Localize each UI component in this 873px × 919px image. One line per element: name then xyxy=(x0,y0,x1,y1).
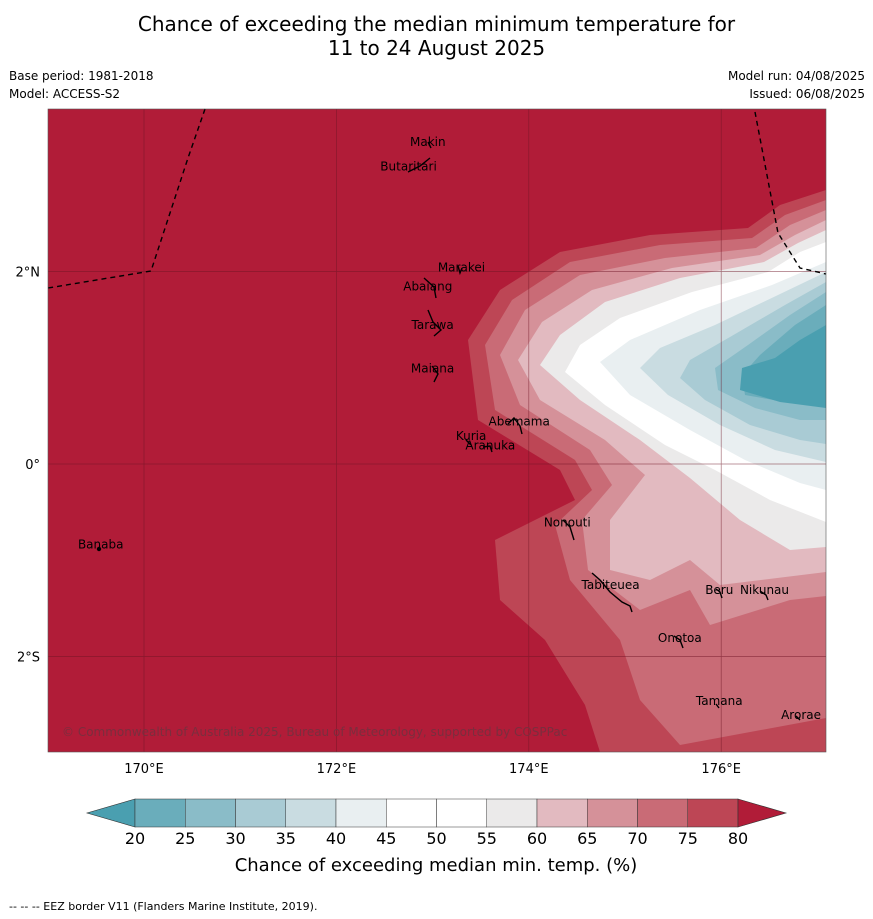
island-abaiang xyxy=(423,277,437,299)
island-label-butaritari: Butaritari xyxy=(380,159,437,173)
colorbar-under-arrow xyxy=(85,798,136,828)
island-label-abemama: Abemama xyxy=(489,414,550,428)
colorbar-label: Chance of exceeding median min. temp. (%… xyxy=(235,855,638,876)
issued-date: Issued: 06/08/2025 xyxy=(749,87,865,101)
island-tamana xyxy=(715,703,720,709)
island-label-maiana: Maiana xyxy=(411,362,454,376)
island-label-tamana: Tamana xyxy=(695,694,743,708)
island-label-tabiteuea: Tabiteuea xyxy=(581,578,640,592)
island-arorae xyxy=(795,715,801,721)
model-run: Model run: 04/08/2025 xyxy=(727,69,865,83)
colorbar-segment xyxy=(185,798,236,828)
island-label-banaba: Banaba xyxy=(78,538,124,552)
colorbar-segment xyxy=(134,798,186,828)
colorbar-tick-label: 50 xyxy=(426,829,446,848)
colorbar-tick-label: 20 xyxy=(125,829,145,848)
colorbar-tick-label: 75 xyxy=(678,829,698,848)
island-marakei xyxy=(457,265,463,276)
title-line-1: Chance of exceeding the median minimum t… xyxy=(137,12,736,36)
island-nonouti xyxy=(562,519,575,541)
lat-tick-label: 0° xyxy=(25,458,40,473)
colorbar-segment xyxy=(386,798,437,828)
lat-tick-label: 2°S xyxy=(17,651,40,666)
title-line-2: 11 to 24 August 2025 xyxy=(327,36,546,60)
lon-tick-label: 174°E xyxy=(509,762,549,777)
eez-border-northwest xyxy=(47,108,206,289)
island-maiana xyxy=(431,365,439,383)
island-nikunau xyxy=(759,590,769,601)
island-tabiteuea xyxy=(591,572,633,613)
island-onotoa xyxy=(673,635,684,649)
axis-labels: 170°E 172°E 174°E 176°E 2°N 0° 2°S xyxy=(16,265,741,777)
contour-band-under-20 xyxy=(740,325,826,408)
colorbar-segment xyxy=(335,798,387,828)
island-label-makin: Makin xyxy=(410,135,446,149)
colorbar-segment xyxy=(587,798,638,828)
colorbar-segment xyxy=(436,798,487,828)
island-label-marakei: Marakei xyxy=(438,260,485,274)
lon-tick-label: 172°E xyxy=(317,762,357,777)
eez-credit: -- -- -- EEZ border V11 (Flanders Marine… xyxy=(9,900,318,913)
colorbar-tick-label: 60 xyxy=(527,829,547,848)
colorbar-tick-label: 30 xyxy=(225,829,245,848)
island-label-tarawa: Tarawa xyxy=(411,318,454,332)
colorbar-tick-label: 35 xyxy=(276,829,296,848)
colorbar: 20 25 30 35 40 45 50 55 60 65 70 75 80 xyxy=(85,798,788,848)
probability-field xyxy=(48,109,826,752)
colorbar-tick-label: 40 xyxy=(326,829,346,848)
colorbar-over-arrow xyxy=(737,798,788,828)
colorbar-segment xyxy=(486,798,538,828)
meta-left: Base period: 1981-2018 Model: ACCESS-S2 xyxy=(9,67,154,103)
island-banaba xyxy=(96,546,102,552)
eez-borders xyxy=(47,108,827,289)
colorbar-segment xyxy=(285,798,337,828)
island-label-nonouti: Nonouti xyxy=(544,516,591,530)
colorbar-segment xyxy=(235,798,286,828)
base-period: Base period: 1981-2018 xyxy=(9,69,154,83)
island-labels: Makin Butaritari Marakei Abaiang Tarawa Maian… xyxy=(78,135,821,722)
island-tarawa xyxy=(427,309,443,337)
island-beru xyxy=(715,588,723,599)
graticule xyxy=(48,109,826,752)
island-label-aranuka: Aranuka xyxy=(465,439,515,453)
copyright-text: © Commonwealth of Australia 2025, Bureau… xyxy=(62,725,567,739)
colorbar-tick-label: 25 xyxy=(175,829,195,848)
colorbar-tick-label: 55 xyxy=(477,829,497,848)
island-outlines xyxy=(96,141,801,721)
map-frame xyxy=(47,108,827,753)
island-label-onotoa: Onotoa xyxy=(658,631,702,645)
lat-tick-label: 2°N xyxy=(16,265,41,280)
island-label-abaiang: Abaiang xyxy=(403,280,452,294)
island-aranuka xyxy=(482,445,493,453)
island-makin xyxy=(427,141,432,149)
lon-tick-label: 170°E xyxy=(124,762,164,777)
lon-tick-label: 176°E xyxy=(701,762,741,777)
island-label-kuria: Kuria xyxy=(456,429,487,443)
map-title: Chance of exceeding the median minimum t… xyxy=(0,12,873,60)
meta-right: Model run: 04/08/2025 Issued: 06/08/2025 xyxy=(728,67,865,103)
colorbar-tick-label: 45 xyxy=(376,829,396,848)
island-kuria xyxy=(465,439,472,446)
colorbar-tick-label: 80 xyxy=(728,829,748,848)
colorbar-segment xyxy=(637,798,688,828)
colorbar-segment xyxy=(687,798,739,828)
colorbar-tick-label: 65 xyxy=(577,829,597,848)
island-label-nikunau: Nikunau xyxy=(740,583,789,597)
island-abemama xyxy=(507,416,523,435)
island-butaritari xyxy=(407,157,431,173)
colorbar-segment xyxy=(536,798,588,828)
island-label-arorae: Arorae xyxy=(781,708,821,722)
island-label-beru: Beru xyxy=(705,583,733,597)
colorbar-tick-label: 70 xyxy=(627,829,647,848)
model-name: Model: ACCESS-S2 xyxy=(9,87,121,101)
